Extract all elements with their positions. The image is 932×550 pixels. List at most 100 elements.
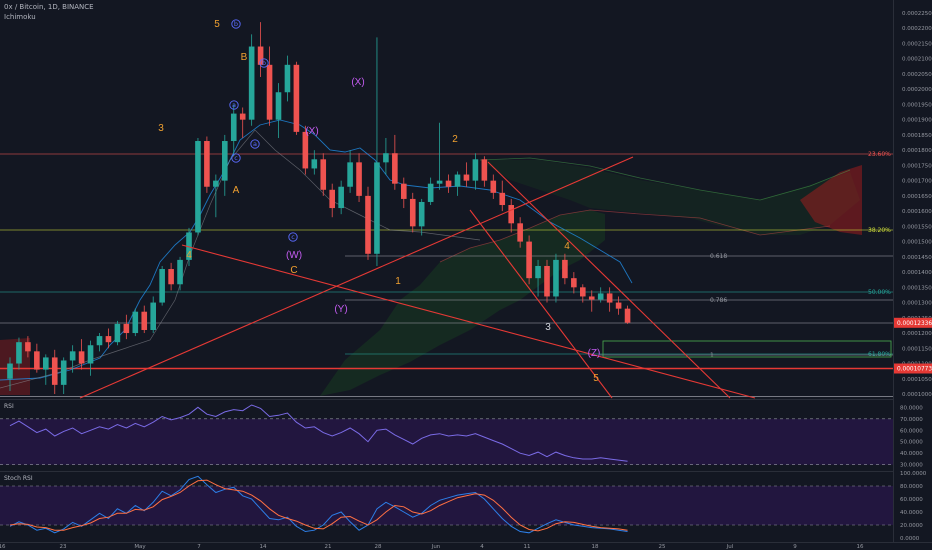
fib-6180-label: 61.80% xyxy=(868,351,891,358)
price-tick-label: 0.00010000 xyxy=(902,392,932,398)
candle-37 xyxy=(338,180,344,215)
rsi-title: RSI xyxy=(4,403,14,410)
wave-circle-ca2: a xyxy=(250,139,260,149)
candle-1 xyxy=(16,337,22,370)
candle-61 xyxy=(553,253,559,303)
time-tick-label: 18 xyxy=(592,544,599,550)
candle-18 xyxy=(168,262,174,291)
candle-29 xyxy=(266,46,273,126)
candle-body xyxy=(284,64,291,93)
price-tick-label: 0.00014000 xyxy=(902,270,932,276)
candle-42 xyxy=(383,137,389,175)
candle-body xyxy=(159,269,165,303)
price-tick-label: 0.00021500 xyxy=(902,41,932,47)
candle-13 xyxy=(123,314,130,340)
candle-body xyxy=(597,293,604,300)
wave-labels: 5 B 3 A 4 (X) (X) (W) C 1 (Y) 2 4 3 (Z) 5 a b c b a c xyxy=(158,19,600,384)
candle-body xyxy=(293,64,300,132)
candle-body xyxy=(499,192,506,206)
candle-body xyxy=(392,153,398,184)
candle-64 xyxy=(580,284,586,303)
candle-23 xyxy=(213,174,219,218)
candle-58 xyxy=(526,235,532,285)
candle-body xyxy=(150,302,156,330)
wave-circle-cc: c xyxy=(231,153,241,163)
wave-circle-ring xyxy=(259,58,269,68)
candle-body xyxy=(383,153,389,163)
candle-19 xyxy=(177,256,183,291)
time-tick-label: 4 xyxy=(480,544,484,550)
stoch-tick-label: 100.0000 xyxy=(900,471,927,477)
candle-body xyxy=(195,141,201,233)
candle-62 xyxy=(562,253,568,285)
candle-body xyxy=(329,189,335,209)
price-tick-label: 0.00016000 xyxy=(902,209,932,215)
candle-body xyxy=(401,183,407,199)
candle-48 xyxy=(436,122,443,190)
symbol-title[interactable]: 0x / Bitcoin, 1D, BINANCE xyxy=(4,3,94,11)
time-tick-label: May xyxy=(134,544,146,550)
trendline-channel-top xyxy=(487,161,731,399)
candle-body xyxy=(356,162,362,196)
indicator-legend-ichimoku[interactable]: Ichimoku xyxy=(4,13,36,21)
candle-53 xyxy=(481,156,488,187)
wave-label-w3_right: 3 xyxy=(545,322,551,333)
candle-body xyxy=(624,308,631,323)
candle-body xyxy=(427,183,434,202)
wave-label-w5_bottom: 5 xyxy=(593,373,599,384)
wave-circle-ca: a xyxy=(229,100,239,110)
candle-body xyxy=(615,302,622,309)
price-tick-label: 0.00013500 xyxy=(902,285,932,291)
price-tick-label: 0.00022000 xyxy=(902,26,932,32)
candle-body xyxy=(517,223,523,242)
candle-body xyxy=(186,232,192,260)
candle-32 xyxy=(293,61,300,135)
wave-label-wC: C xyxy=(290,265,297,276)
candle-17 xyxy=(159,265,165,306)
cloud-green-area-2 xyxy=(480,160,860,235)
candle-60 xyxy=(544,259,550,303)
cloud-span-b xyxy=(439,209,831,263)
candle-40 xyxy=(365,186,371,260)
price-tick-label: 0.00015000 xyxy=(902,240,932,246)
stoch-tick-label: 60.0000 xyxy=(900,497,923,503)
candle-body xyxy=(34,351,40,370)
support-price-tag-text: 0.00010773 xyxy=(897,367,932,373)
candle-body xyxy=(553,259,559,297)
candle-body xyxy=(544,265,550,297)
stoch-title: Stoch RSI xyxy=(4,475,33,482)
fib-2360-label: 23.60% xyxy=(868,151,891,158)
candle-body xyxy=(374,162,380,254)
wave-label-w4_left: 4 xyxy=(186,250,192,261)
candle-51 xyxy=(463,162,470,187)
candle-8 xyxy=(78,339,85,370)
price-axis-labels: 0.00022500 0.00022000 0.00021500 0.00021000… xyxy=(894,11,932,398)
candle-44 xyxy=(401,177,407,209)
candle-15 xyxy=(141,305,148,334)
cloud-red-area-left xyxy=(0,338,30,395)
wave-label-wX2: (X) xyxy=(305,126,318,137)
candle-body xyxy=(239,113,246,120)
candle-47 xyxy=(427,177,434,206)
candle-body xyxy=(302,131,309,169)
candle-body xyxy=(168,269,174,285)
trend-lines[interactable] xyxy=(79,156,756,399)
candle-2 xyxy=(25,336,31,358)
stoch-k-line xyxy=(9,475,628,534)
candle-3 xyxy=(34,343,40,373)
candle-body xyxy=(248,46,255,120)
candle-28 xyxy=(257,22,264,78)
candle-5 xyxy=(51,349,58,394)
fib-0786-label: 0.786 xyxy=(710,297,727,304)
candle-49 xyxy=(445,174,452,193)
stoch-tick-label: 80.0000 xyxy=(900,484,923,490)
candle-body xyxy=(141,311,148,330)
candle-7 xyxy=(69,345,76,373)
wave-label-w5_top: 5 xyxy=(214,19,220,30)
rsi-line xyxy=(9,404,628,462)
wave-circle-cc2: c xyxy=(288,232,298,242)
wave-circle-ring xyxy=(288,232,298,242)
wave-label-w4_right: 4 xyxy=(564,241,570,252)
